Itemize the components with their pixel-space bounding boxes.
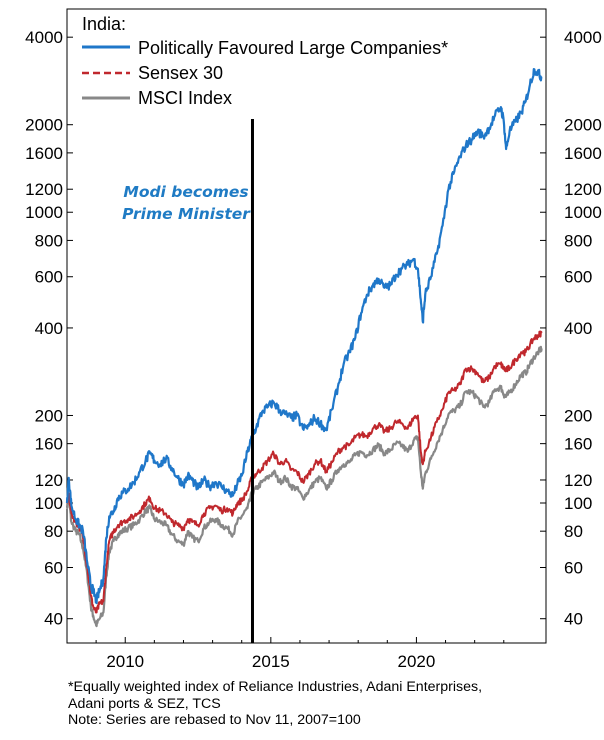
y-tick-label-left-200: 200: [35, 406, 63, 425]
annotation-line-2: Prime Minister: [122, 205, 251, 223]
series-lines: [65, 68, 543, 628]
annotation-line-1: Modi becomes: [123, 183, 248, 201]
legend-title: India:: [82, 14, 126, 34]
y-tick-label-right-1000: 1000: [564, 203, 602, 222]
y-tick-label-right-80: 80: [564, 522, 583, 541]
y-tick-label-right-1200: 1200: [564, 180, 602, 199]
series-line-msci-index: [65, 345, 543, 628]
y-tick-label-right-40: 40: [564, 610, 583, 629]
series-line-sensex-30: [66, 330, 543, 614]
y-tick-label-left-60: 60: [44, 559, 63, 578]
footnote-line-3: Note: Series are rebased to Nov 11, 2007…: [68, 712, 361, 728]
x-tick-label-2020: 2020: [398, 652, 436, 671]
plot-frame: [66, 8, 547, 644]
x-tick-label-2010: 2010: [106, 652, 144, 671]
y-tick-label-left-160: 160: [35, 435, 63, 454]
y-tick-label-right-4000: 4000: [564, 28, 602, 47]
legend: India: Politically Favoured Large Compan…: [82, 14, 448, 108]
y-tick-label-right-400: 400: [564, 319, 592, 338]
y-tick-label-left-600: 600: [35, 268, 63, 287]
y-tick-label-left-100: 100: [35, 494, 63, 513]
y-tick-label-left-1200: 1200: [25, 180, 63, 199]
legend-label-msci: MSCI Index: [138, 88, 232, 108]
footnote-line-1: *Equally weighted index of Reliance Indu…: [68, 679, 483, 695]
series-line-politically-favoured-large-companies: [65, 68, 543, 605]
y-tick-label-left-2000: 2000: [25, 116, 63, 135]
y-tick-label-right-100: 100: [564, 494, 592, 513]
y-tick-label-left-800: 800: [35, 231, 63, 250]
y-tick-label-right-800: 800: [564, 231, 592, 250]
footnote: *Equally weighted index of Reliance Indu…: [68, 679, 482, 729]
y-tick-label-left-4000: 4000: [25, 28, 63, 47]
y-tick-label-right-200: 200: [564, 406, 592, 425]
y-tick-label-right-600: 600: [564, 268, 592, 287]
y-tick-label-left-80: 80: [44, 522, 63, 541]
y-tick-label-left-400: 400: [35, 319, 63, 338]
y-tick-label-right-2000: 2000: [564, 116, 602, 135]
legend-label-politically-favoured: Politically Favoured Large Companies*: [138, 38, 448, 58]
y-tick-label-left-120: 120: [35, 471, 63, 490]
legend-label-sensex: Sensex 30: [138, 63, 223, 83]
y-tick-label-left-40: 40: [44, 610, 63, 629]
y-tick-label-left-1600: 1600: [25, 144, 63, 163]
y-tick-label-right-120: 120: [564, 471, 592, 490]
chart: 40 40 60 60 80 80 100 100 120 120 160 160 200 200 400 4…: [25, 8, 602, 671]
footnote-line-2: Adani ports & SEZ, TCS: [68, 695, 221, 712]
y-tick-label-right-60: 60: [564, 559, 583, 578]
x-tick-label-2015: 2015: [252, 652, 290, 671]
y-tick-label-right-160: 160: [564, 435, 592, 454]
y-tick-label-right-1600: 1600: [564, 144, 602, 163]
y-tick-label-left-1000: 1000: [25, 203, 63, 222]
axis-ticks: 40 40 60 60 80 80 100 100 120 120 160 160 200 200 400 4…: [25, 28, 602, 671]
